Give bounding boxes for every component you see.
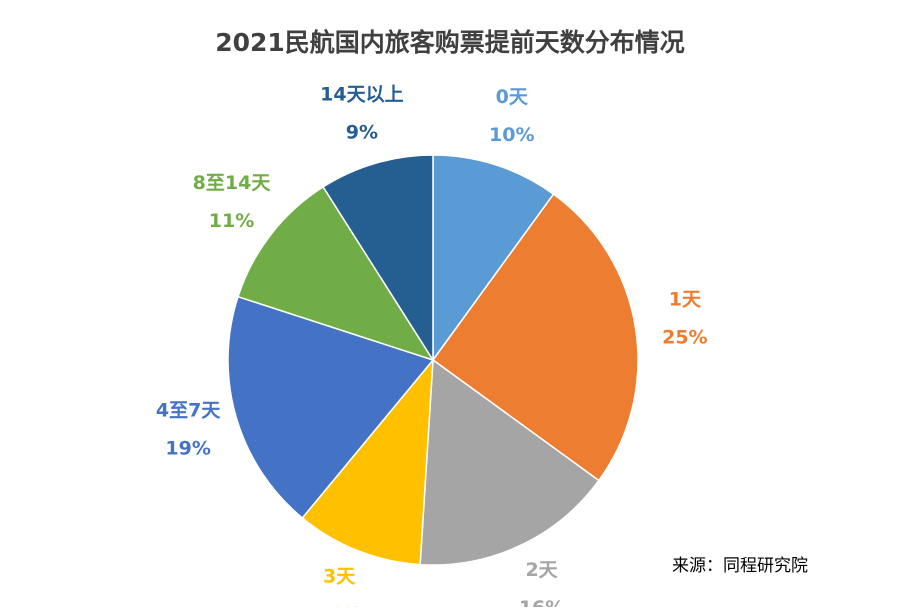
pie-slice — [301, 357, 434, 566]
pie-slice — [237, 185, 435, 362]
slice-value-label: 10% — [316, 604, 361, 607]
pie-slice — [431, 193, 639, 482]
pie-slice — [419, 358, 600, 566]
slice-value-label: 10% — [489, 124, 534, 146]
slice-label: 0天 — [496, 86, 529, 108]
slice-value-label: 11% — [209, 210, 254, 232]
slice-value-label: 16% — [519, 597, 564, 607]
pie-slice — [322, 154, 434, 363]
pie-slice — [432, 154, 555, 363]
slice-value-label: 9% — [346, 122, 378, 144]
slice-value-label: 19% — [165, 438, 210, 460]
slice-label: 8至14天 — [193, 172, 272, 194]
chart-title: 2021民航国内旅客购票提前天数分布情况 — [215, 28, 685, 57]
slice-label: 2天 — [525, 559, 558, 581]
source-note: 来源：同程研究院 — [672, 556, 808, 576]
slice-value-label: 25% — [662, 327, 707, 349]
slice-label: 14天以上 — [320, 84, 403, 106]
slice-label: 1天 — [669, 289, 702, 311]
slice-label: 4至7天 — [156, 400, 221, 422]
pie-slice — [227, 295, 435, 520]
slice-label: 3天 — [323, 566, 356, 588]
